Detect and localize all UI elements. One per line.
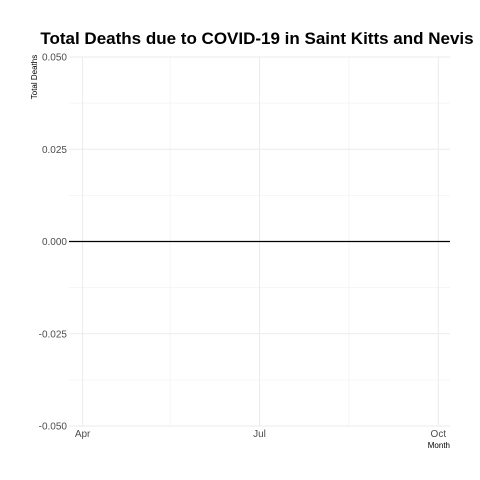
y-tick-label-2: 0.000 — [42, 237, 67, 248]
y-tick-label-1: 0.025 — [42, 145, 67, 156]
y-axis-title: Total Deaths — [30, 55, 39, 99]
y-tick-label-3: -0.025 — [39, 329, 68, 340]
x-tick-labels: Apr Jul Oct — [75, 429, 447, 440]
x-tick-label-0: Apr — [75, 429, 91, 440]
y-tick-label-4: -0.050 — [39, 422, 68, 433]
x-axis-title: Month — [428, 441, 450, 450]
x-tick-label-2: Oct — [431, 429, 447, 440]
x-tick-label-1: Jul — [253, 429, 266, 440]
chart-title: Total Deaths due to COVID-19 in Saint Ki… — [40, 29, 473, 48]
y-tick-labels: 0.050 0.025 0.000 -0.025 -0.050 — [39, 53, 68, 433]
y-tick-label-0: 0.050 — [42, 53, 67, 64]
